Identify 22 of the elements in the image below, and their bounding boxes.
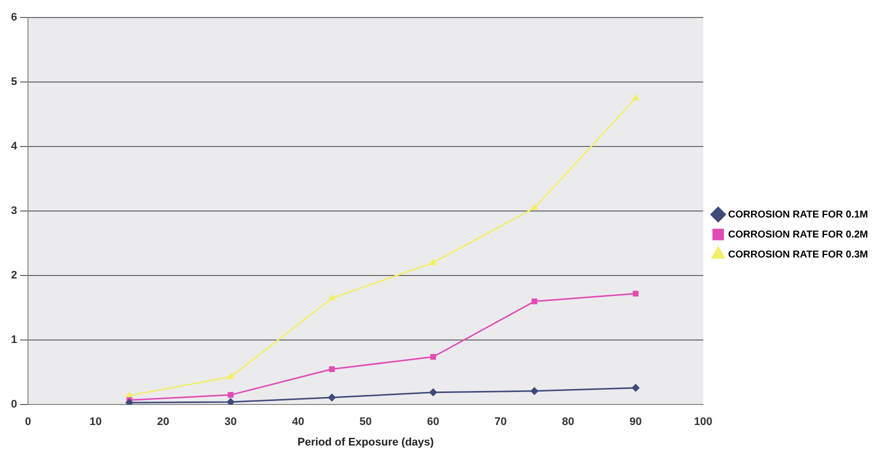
x-tick-label: 90 — [630, 416, 642, 428]
y-tick-label: 3 — [10, 205, 18, 218]
y-tick-label: 5 — [10, 76, 18, 88]
x-tick-label: 20 — [157, 416, 170, 428]
x-tick-label: 50 — [360, 416, 372, 428]
y-tick-label: 4 — [10, 140, 18, 153]
x-tick-label: 30 — [224, 416, 237, 428]
legend-label: CORROSION RATE FOR 0.1M — [728, 209, 868, 220]
x-axis-title: Period of Exposure (days) — [297, 436, 434, 448]
legend-label: CORROSION RATE FOR 0.2M — [728, 229, 868, 240]
y-tick-label: 0 — [10, 398, 18, 411]
x-tick-label: 40 — [292, 416, 304, 428]
x-tick-label: 70 — [494, 416, 507, 428]
legend-label: CORROSION RATE FOR 0.3M — [728, 249, 868, 260]
y-tick-label: 1 — [10, 334, 18, 346]
y-tick-label: 2 — [10, 270, 18, 282]
x-tick-label: 100 — [694, 416, 712, 428]
y-tick-label: 6 — [10, 12, 18, 24]
x-tick-label: 10 — [90, 416, 102, 428]
x-tick-label: 60 — [427, 416, 440, 428]
x-tick-label: 0 — [25, 416, 32, 428]
x-tick-label: 80 — [562, 416, 574, 428]
